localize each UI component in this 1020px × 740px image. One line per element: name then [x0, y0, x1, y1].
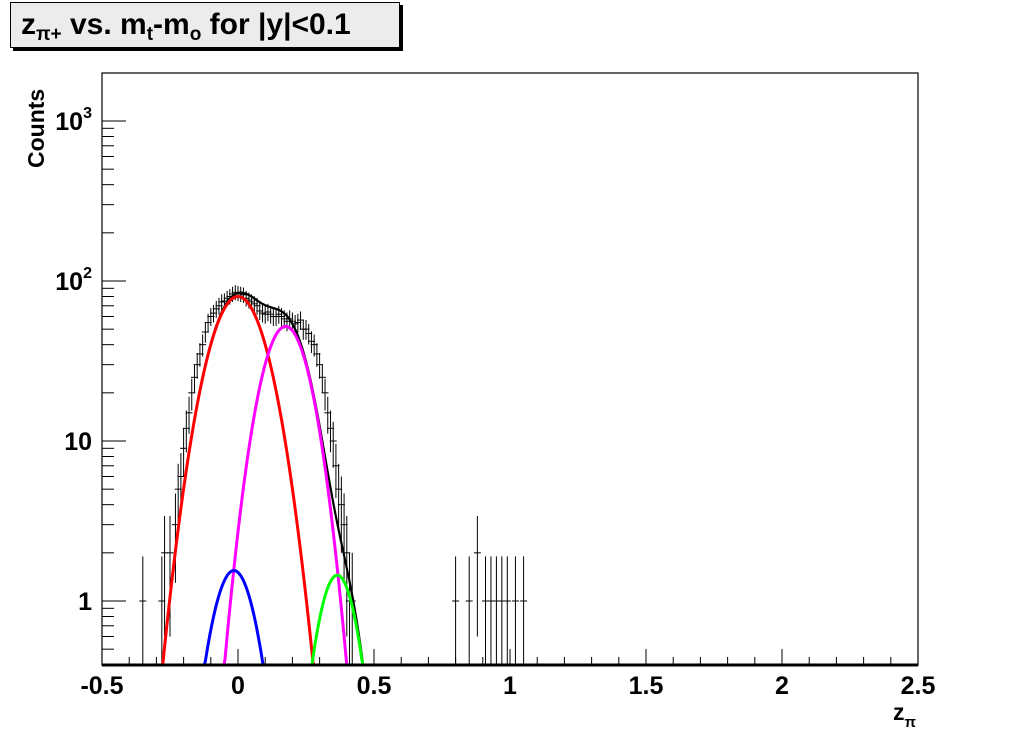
x-tick-label: 0	[231, 672, 245, 700]
data-point	[498, 556, 506, 665]
x-tick-label: 2.5	[901, 672, 936, 700]
data-point	[199, 334, 207, 357]
y-axis-title: Counts	[23, 89, 49, 168]
x-tick-label: 2	[775, 672, 789, 700]
data-point	[473, 515, 481, 637]
data-point	[318, 364, 326, 393]
x-axis-title: zπ	[893, 699, 917, 731]
data-point	[520, 556, 528, 665]
data-point	[511, 556, 519, 665]
data-point	[492, 556, 500, 665]
chart-title: zπ+ vs. mt-mo for |y|<0.1	[10, 2, 400, 48]
data-point	[321, 378, 329, 411]
fit-component-curve	[102, 295, 918, 667]
y-tick-label: 102	[55, 265, 92, 296]
data-point	[166, 515, 174, 637]
x-tick-label: 1	[503, 672, 517, 700]
data-point	[185, 396, 193, 434]
fit-total-curve	[102, 291, 918, 667]
data-point	[465, 556, 473, 665]
y-tick-label: 1	[78, 588, 92, 616]
y-tick-label: 10	[64, 428, 92, 456]
data-point	[452, 556, 460, 665]
fit-component-curve	[102, 324, 918, 667]
data-point	[503, 556, 511, 665]
data-point	[482, 556, 490, 665]
x-tick-label: 1.5	[629, 672, 664, 700]
y-tick-label: 103	[55, 105, 92, 136]
data-point	[329, 421, 337, 468]
plot-frame	[101, 72, 919, 666]
data-point	[139, 556, 147, 665]
data-point	[487, 556, 495, 665]
x-tick-label: 0.5	[357, 672, 392, 700]
x-tick-label: -0.5	[80, 672, 123, 700]
